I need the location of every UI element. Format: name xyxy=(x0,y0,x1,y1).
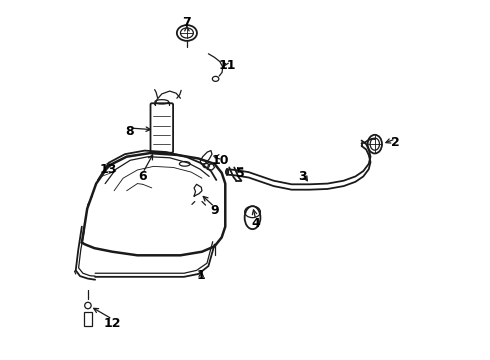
Text: 11: 11 xyxy=(219,59,236,72)
Text: 1: 1 xyxy=(197,269,206,282)
Text: 2: 2 xyxy=(391,136,400,149)
Text: 9: 9 xyxy=(210,204,219,217)
Text: 12: 12 xyxy=(103,317,121,330)
Text: 8: 8 xyxy=(125,125,134,138)
Text: 6: 6 xyxy=(139,170,147,183)
Text: 4: 4 xyxy=(251,216,260,230)
Text: 3: 3 xyxy=(298,170,307,183)
Text: 10: 10 xyxy=(211,154,229,167)
Text: 13: 13 xyxy=(99,163,117,176)
Text: 5: 5 xyxy=(236,167,245,180)
Text: 7: 7 xyxy=(183,16,191,29)
